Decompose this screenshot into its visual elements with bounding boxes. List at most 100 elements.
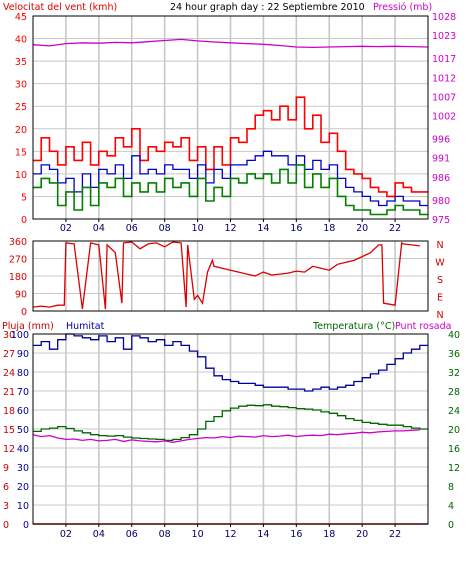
direction-tick-label: 270 xyxy=(9,255,27,266)
humidity-tick-label: 40 xyxy=(17,444,29,455)
x-tick-label: 12 xyxy=(224,529,236,540)
rain-tick-label: 21 xyxy=(3,387,15,398)
direction-plot-frame xyxy=(32,240,429,312)
pressure-tick-label: 975 xyxy=(432,215,450,226)
x-tick-label: 06 xyxy=(126,529,138,540)
pressure-tick-label: 1028 xyxy=(432,12,456,23)
temperature-tick-label: 4 xyxy=(448,501,454,512)
humidity-tick-label: 100 xyxy=(11,330,29,341)
x-tick-label: 22 xyxy=(389,529,401,540)
direction-tick-label: 0 xyxy=(21,307,27,318)
pressure-tick-label: 991 xyxy=(432,154,450,165)
pressure-tick-label: 1017 xyxy=(432,54,456,65)
pressure-tick-label: 980 xyxy=(432,196,450,207)
humidity-tick-label: 70 xyxy=(17,387,29,398)
temperature-line xyxy=(33,404,428,442)
rain-tick-label: 3 xyxy=(3,501,9,512)
temperature-tick-label: 36 xyxy=(448,349,460,360)
x-tick-label: 22 xyxy=(389,223,401,234)
x-tick-label: 12 xyxy=(224,223,236,234)
humidity-tick-label: 60 xyxy=(17,406,29,417)
humidity-tick-label: 90 xyxy=(17,349,29,360)
x-tick-label: 04 xyxy=(93,529,105,540)
wind-speed-tick-label: 35 xyxy=(15,57,27,68)
rain-tick-label: 6 xyxy=(3,482,9,493)
x-tick-label: 16 xyxy=(290,223,302,234)
humidity-tick-label: 20 xyxy=(17,482,29,493)
humidity-axis-title: Humitat xyxy=(66,321,105,332)
compass-label: N xyxy=(436,240,443,251)
x-tick-label: 06 xyxy=(126,223,138,234)
compass-label: W xyxy=(435,258,445,269)
wind-speed-axis-title: Velocitat del vent (kmh) xyxy=(3,2,117,13)
direction-tick-label: 360 xyxy=(9,237,27,248)
rain-tick-label: 9 xyxy=(3,463,9,474)
temperature-tick-label: 12 xyxy=(448,463,460,474)
pressure-tick-label: 1002 xyxy=(432,112,456,123)
compass-label: E xyxy=(437,293,443,304)
dewpoint-axis-title: Punt rosada xyxy=(395,321,451,332)
wind-speed-tick-label: 25 xyxy=(15,102,27,113)
temperature-axis-title: Temperatura (°C) xyxy=(312,321,395,332)
rain-axis-title: Pluja (mm) xyxy=(2,321,54,332)
rain-tick-label: 30 xyxy=(3,330,15,341)
compass-label: S xyxy=(437,275,443,286)
temperature-tick-label: 40 xyxy=(448,330,460,341)
x-tick-label: 02 xyxy=(60,529,72,540)
pressure-tick-label: 986 xyxy=(432,173,450,184)
wind-pressure-panel: 0 5 10 15 20 25 30 35 40 45 975 980 986 991 996 1002 100… xyxy=(15,12,456,234)
x-tick-label: 14 xyxy=(257,223,269,234)
x-tick-label: 18 xyxy=(323,223,335,234)
pressure-line xyxy=(32,38,429,49)
temperature-tick-label: 24 xyxy=(448,406,460,417)
humidity-line xyxy=(33,333,428,392)
pressure-axis-title: Pressió (mb) xyxy=(373,2,432,13)
x-tick-label: 10 xyxy=(192,529,204,540)
temperature-tick-label: 0 xyxy=(448,520,454,531)
wind-speed-tick-label: 45 xyxy=(15,12,27,23)
x-tick-label: 08 xyxy=(159,529,171,540)
rain-tick-label: 0 xyxy=(3,520,9,531)
temperature-tick-label: 8 xyxy=(448,482,454,493)
x-tick-label: 10 xyxy=(192,223,204,234)
x-tick-label: 14 xyxy=(257,529,269,540)
wind-speed-tick-label: 40 xyxy=(15,35,27,46)
compass-label: N xyxy=(436,310,443,321)
pressure-tick-label: 1007 xyxy=(432,92,456,103)
humidity-tick-label: 10 xyxy=(17,501,29,512)
graph-day-title: 24 hour graph day : 22 Septiembre 2010 xyxy=(170,2,365,13)
humidity-tick-label: 30 xyxy=(17,463,29,474)
x-tick-label: 02 xyxy=(60,223,72,234)
x-tick-label: 20 xyxy=(356,223,368,234)
wind-direction-line xyxy=(32,241,420,310)
humidity-tick-label: 0 xyxy=(23,520,29,531)
direction-tick-label: 90 xyxy=(15,290,27,301)
x-tick-label: 20 xyxy=(356,529,368,540)
humidity-tick-label: 80 xyxy=(17,368,29,379)
temperature-tick-label: 28 xyxy=(448,387,460,398)
wind-speed-tick-label: 20 xyxy=(15,125,27,136)
wind-low-line xyxy=(33,164,428,216)
wind-speed-tick-label: 0 xyxy=(21,215,27,226)
pressure-tick-label: 996 xyxy=(432,135,450,146)
wind-speed-tick-label: 5 xyxy=(21,192,27,203)
x-tick-label: 16 xyxy=(290,529,302,540)
humidity-tick-label: 50 xyxy=(17,425,29,436)
pressure-tick-label: 1023 xyxy=(432,31,456,42)
temperature-tick-label: 20 xyxy=(448,425,460,436)
humidity-temperature-panel: 0369121518212427300102030405060708090100… xyxy=(3,330,460,540)
x-tick-label: 04 xyxy=(93,223,105,234)
temperature-tick-label: 16 xyxy=(448,444,460,455)
wind-speed-tick-label: 15 xyxy=(15,147,27,158)
dewpoint-line xyxy=(32,429,420,443)
rain-tick-label: 12 xyxy=(3,444,15,455)
temperature-tick-label: 32 xyxy=(448,368,460,379)
wind-speed-tick-label: 30 xyxy=(15,80,27,91)
pressure-tick-label: 1012 xyxy=(432,73,456,84)
x-tick-label: 08 xyxy=(159,223,171,234)
rain-tick-label: 18 xyxy=(3,406,15,417)
rain-tick-label: 15 xyxy=(3,425,15,436)
